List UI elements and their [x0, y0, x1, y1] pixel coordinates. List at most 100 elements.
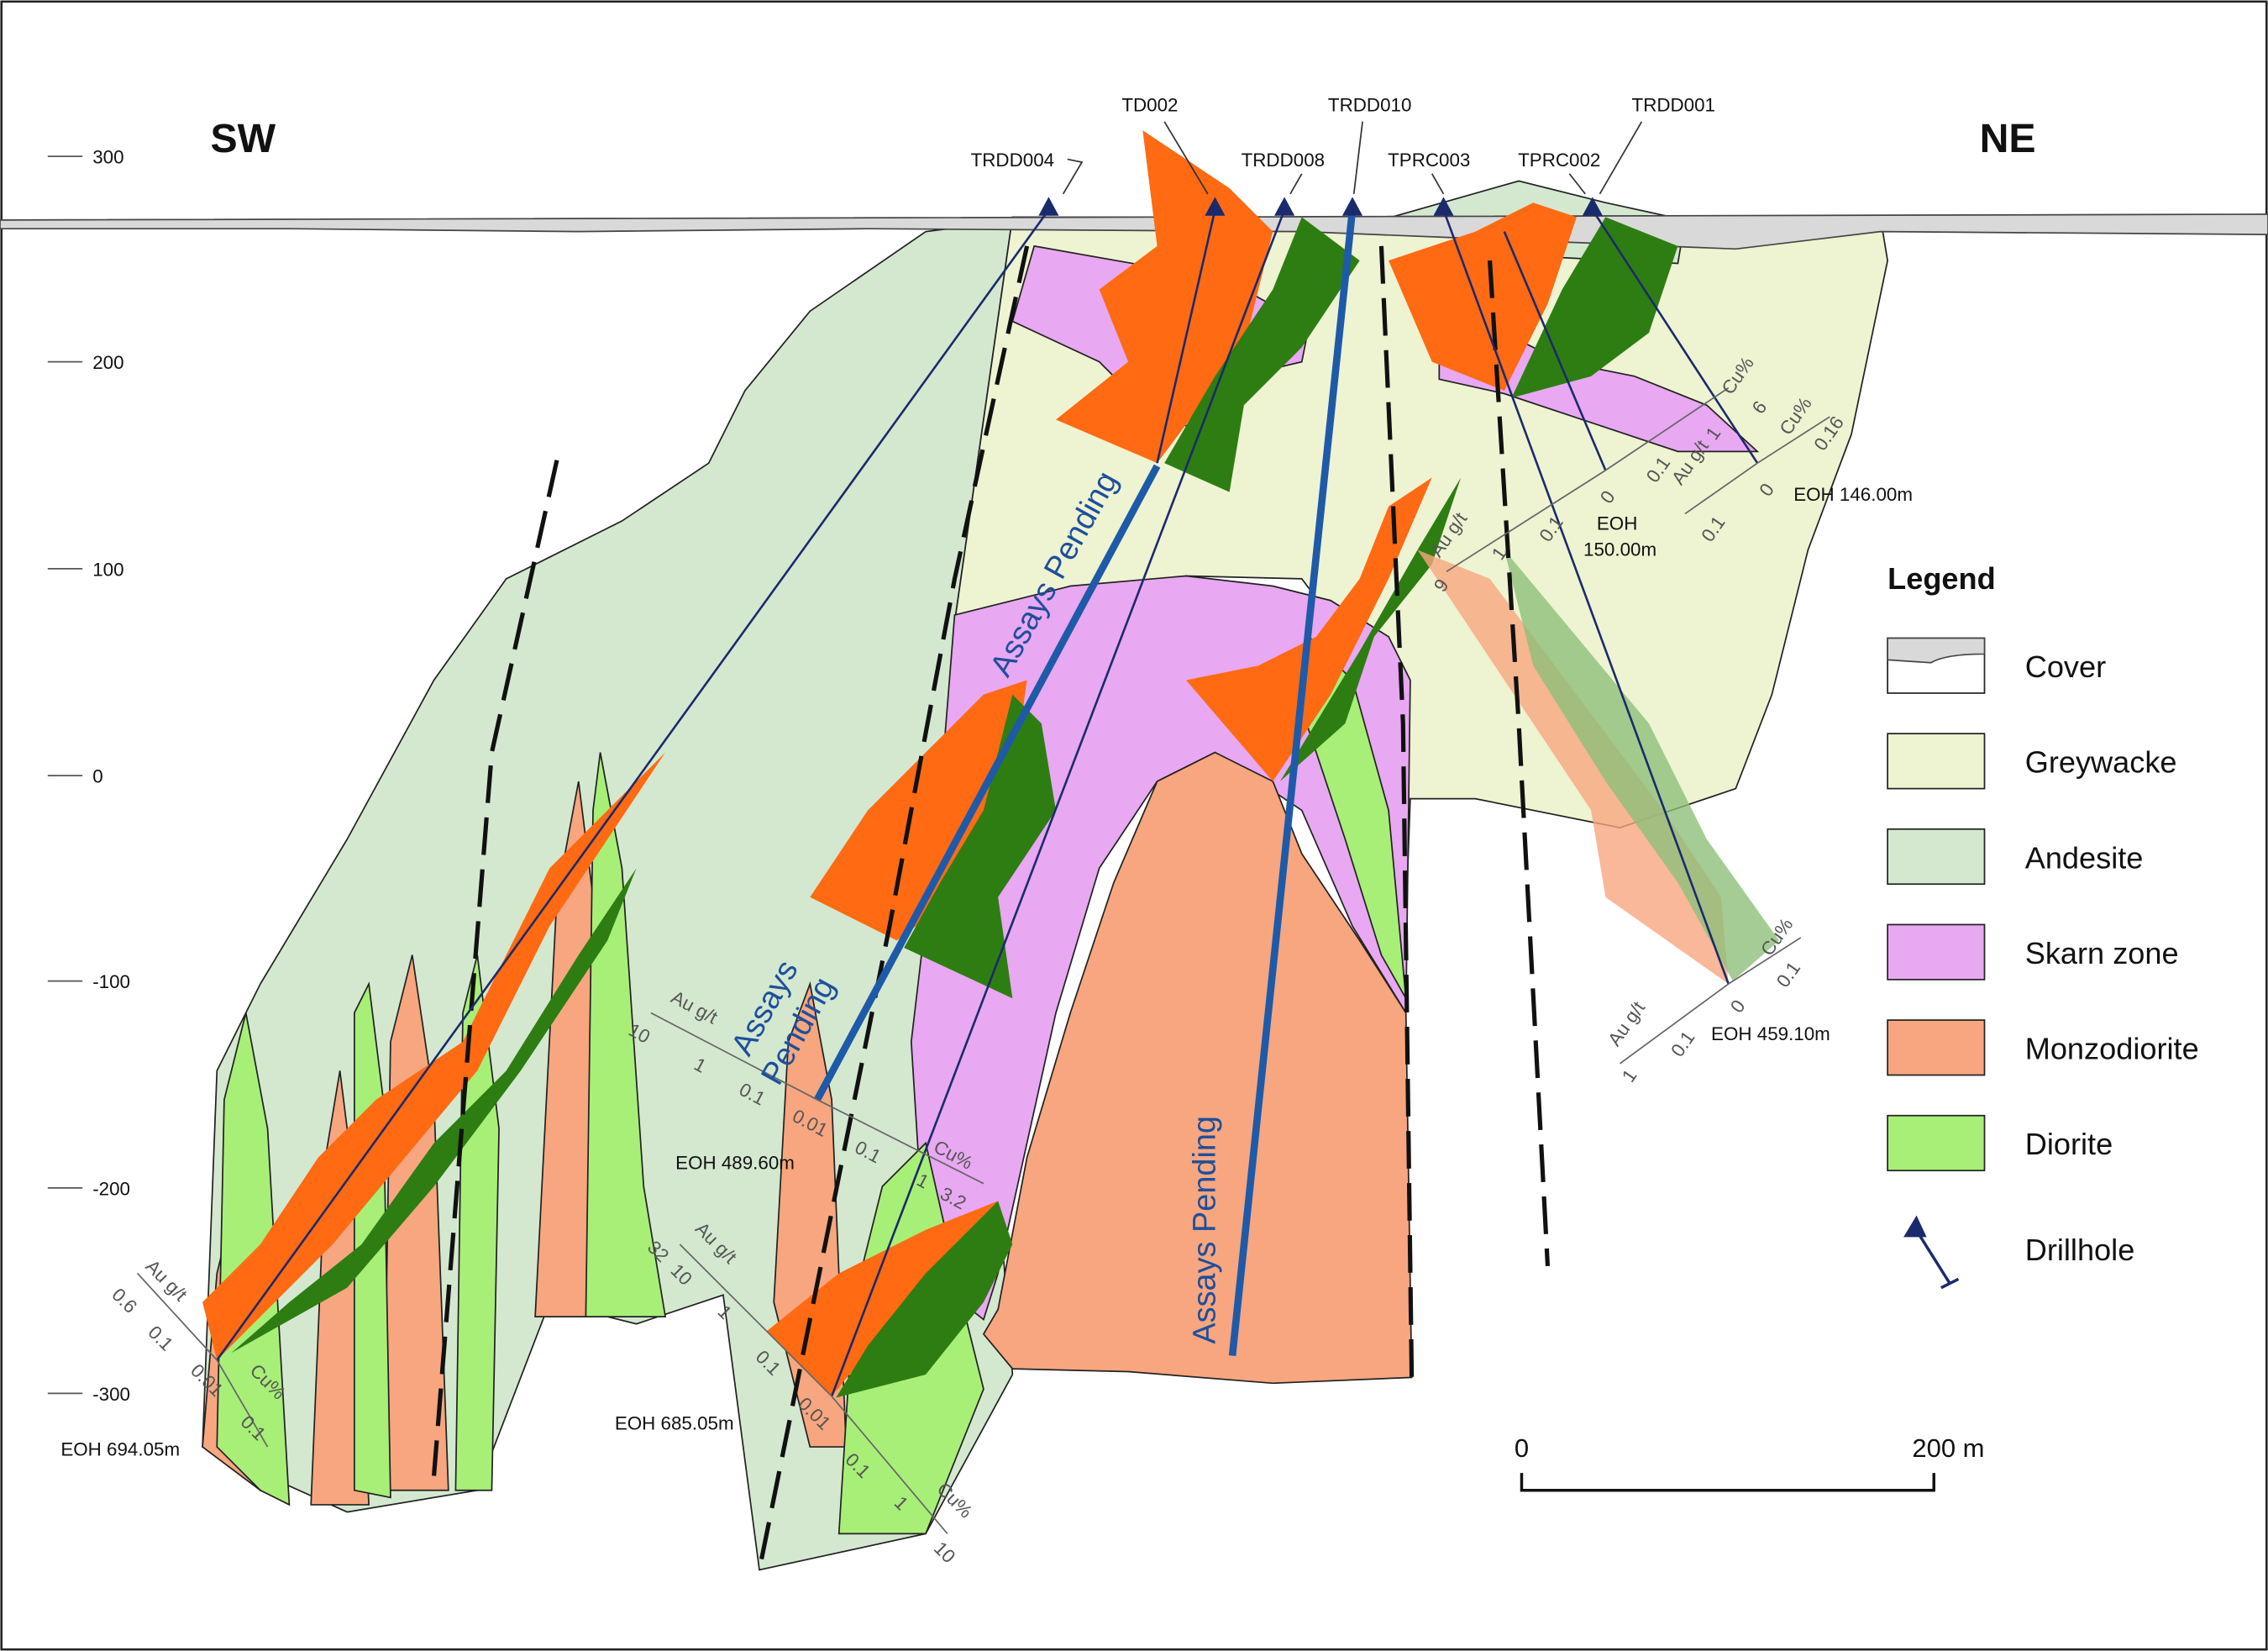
- legend-hole: [1940, 1277, 1960, 1290]
- legend-swatch: [1887, 733, 1986, 790]
- legend: Legend Cover Greywacke Andesite Skarn zo…: [1887, 561, 2199, 1290]
- legend-label: Greywacke: [2025, 745, 2177, 780]
- collar: [1205, 197, 1226, 216]
- legend-hole: [1916, 1232, 1951, 1285]
- legend-swatch: [1887, 1019, 1986, 1076]
- leader: [1352, 121, 1363, 194]
- monzodiorite: [982, 751, 1413, 1385]
- drillhole-label: TRDD010: [1328, 95, 1411, 116]
- direction-label: SW: [210, 116, 276, 161]
- legend-label: Monzodiorite: [2025, 1032, 2199, 1066]
- fault: [1378, 245, 1415, 1378]
- collars: [1038, 197, 1603, 216]
- drillhole-trace: [830, 209, 1286, 1397]
- texts: SW NE: [210, 116, 2035, 161]
- eoh-label: EOH 459.10m: [1711, 1023, 1830, 1044]
- drillholes: [216, 121, 1759, 1397]
- cu-envelope: [1504, 549, 1779, 981]
- scale-bar: 0 200 m: [1515, 1433, 1985, 1492]
- elevation-label: -300: [92, 1384, 130, 1405]
- leader: [1431, 173, 1445, 195]
- assay-axes: [136, 386, 1830, 1534]
- au-envelope: [1417, 549, 1729, 985]
- drillhole-trace: [1442, 209, 1730, 985]
- axis-line: [136, 1272, 269, 1448]
- collar: [1038, 197, 1059, 216]
- legend-title: Legend: [1887, 561, 1996, 596]
- drillhole-label: TPRC003: [1388, 150, 1470, 171]
- diorite: [585, 752, 667, 1317]
- cu-envelope: [836, 1201, 1013, 1398]
- au-envelope: [1389, 202, 1577, 392]
- leader: [1599, 121, 1643, 195]
- drillhole-trace: [1591, 209, 1759, 464]
- eoh-label: 150.00m: [1583, 539, 1656, 560]
- cover: [0, 213, 2268, 250]
- au-envelope: [810, 680, 1027, 941]
- cu-envelope: [1164, 217, 1360, 492]
- elevation-label: 200: [92, 352, 123, 373]
- elevation-label: -200: [92, 1178, 130, 1199]
- drillhole-trace: [216, 209, 1050, 1361]
- elevation-label: 300: [92, 147, 123, 168]
- legend-collar: [1903, 1215, 1927, 1238]
- au-envelope: [1185, 477, 1432, 781]
- legend-swatch: [1887, 828, 1986, 886]
- leader: [1062, 158, 1084, 195]
- collar: [1582, 197, 1603, 216]
- eoh-label: EOH 694.05m: [60, 1438, 180, 1459]
- axis-line: [1446, 386, 1730, 573]
- axis-line: [1620, 937, 1802, 1065]
- drillhole-pending: [1228, 209, 1357, 1357]
- cu-envelope: [904, 694, 1057, 999]
- axis-line: [679, 1244, 948, 1534]
- cu-envelope: [1511, 217, 1678, 398]
- leaders: [1062, 121, 1643, 195]
- legend-label: Cover: [2025, 649, 2106, 684]
- legend-label: Drillhole: [2025, 1233, 2135, 1267]
- legend-swatch: [1887, 1114, 1986, 1172]
- drillhole-trace: [1156, 209, 1216, 464]
- collar: [1341, 197, 1363, 216]
- au-envelope: [766, 1201, 999, 1396]
- annotation: Assays Pending: [1187, 1116, 1222, 1344]
- drillhole-label: TRDD004: [971, 150, 1054, 171]
- elevation-label: 100: [92, 559, 123, 580]
- eoh-label: EOH 489.60m: [675, 1152, 795, 1173]
- drillhole-label: TD002: [1121, 95, 1178, 116]
- faults: [432, 245, 1551, 1570]
- elevation-label: 0: [92, 766, 102, 787]
- leader: [1568, 173, 1586, 195]
- legend-label: Diorite: [2025, 1127, 2113, 1161]
- eoh-label: EOH 146.00m: [1793, 484, 1913, 505]
- legend-label: Andesite: [2025, 840, 2144, 875]
- cu-envelope: [1279, 477, 1462, 781]
- drillhole-pending: [814, 464, 1161, 1102]
- axis-line: [1684, 416, 1830, 515]
- leader: [1163, 121, 1209, 195]
- assay-envelopes: [202, 130, 1779, 1398]
- leader: [1289, 173, 1303, 195]
- drillhole-label: TPRC002: [1518, 150, 1600, 171]
- scale-label: 0: [1515, 1433, 1529, 1463]
- collar: [1274, 197, 1295, 216]
- elevation-axis: 300 200 100 0 -100 -200 -300: [47, 147, 130, 1405]
- axis-line: [650, 1012, 984, 1185]
- fault: [757, 245, 1030, 1570]
- eoh-label: EOH: [1597, 513, 1638, 534]
- scale-line: [1520, 1473, 1935, 1492]
- legend-swatch: [1887, 923, 1986, 981]
- direction-label: NE: [1980, 116, 2036, 161]
- fault: [432, 460, 559, 1476]
- legend-swatch: [1887, 637, 1986, 664]
- eoh-label: EOH 685.05m: [615, 1412, 734, 1433]
- collar: [1433, 197, 1454, 216]
- elevation-label: -100: [92, 971, 130, 992]
- drillhole-trace: [1503, 231, 1607, 471]
- au-envelope: [202, 752, 666, 1360]
- drillhole-label: TRDD008: [1242, 150, 1325, 171]
- legend-label: Skarn zone: [2025, 936, 2179, 970]
- scale-label: 200 m: [1912, 1433, 1984, 1463]
